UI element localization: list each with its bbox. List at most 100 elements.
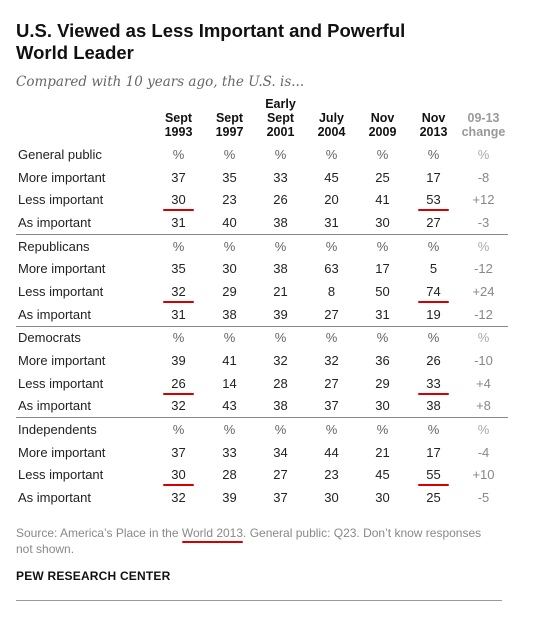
highlighted-value: 33 [417,375,450,395]
table-row: Less important 30 28 27 23 45 55 +10 [16,464,508,487]
percent-unit-cell: % [408,417,459,441]
brand-logo-text: PEW RESEARCH CENTER [16,569,171,583]
percent-unit-cell: % [153,233,204,258]
value-cell: 31 [324,214,339,230]
percent-unit-cell: % [204,325,255,350]
column-header-line: Sept [164,111,193,125]
column-header-line: 2013 [419,125,448,139]
change-cell: -8 [477,169,490,185]
bottom-divider [16,600,502,601]
value-cell: 37 [273,490,288,506]
percent-unit-cell: % [376,146,389,162]
column-header-line: 2001 [266,125,295,139]
change-cell: +12 [472,192,495,208]
source-text-before: Source: America’s Place in the [16,526,182,540]
value-cell: 30 [375,490,390,506]
value-cell: 41 [222,353,237,369]
value-cell: 30 [153,188,204,212]
change-cell: -3 [477,214,490,230]
highlighted-value: 26 [162,375,195,395]
table-row: Less important 26 14 28 27 29 33 +4 [16,372,508,395]
percent-unit-cell: % [204,417,255,441]
percent-unit-cell: % [153,325,204,350]
column-header-3: July 2004 [306,97,357,143]
value-cell: 31 [171,214,186,230]
value-cell: 32 [171,398,186,414]
value-cell: 53 [408,188,459,212]
change-cell: -5 [477,490,490,506]
change-cell: -10 [474,353,493,369]
value-cell: 21 [375,444,390,460]
column-header-line: 2009 [368,125,397,139]
percent-unit-cell: % [306,325,357,350]
value-cell: 45 [375,467,390,483]
table-row: More important 37 33 34 44 21 17 -4 [16,441,508,464]
table-row: As important 32 39 37 30 30 25 -5 [16,486,508,509]
value-cell: 34 [273,444,288,460]
header-row: Sept 1993 Sept 1997 Early Sept 2001 July 2004 … [16,97,508,143]
value-cell: 29 [375,375,390,391]
table-row: Less important 30 23 26 20 41 53 +12 [16,188,508,212]
change-cell: +24 [472,283,495,299]
value-cell: 28 [273,375,288,391]
value-cell: 55 [408,464,459,487]
value-cell: 23 [222,192,237,208]
value-cell: 37 [171,169,186,185]
value-cell: 21 [273,283,288,299]
value-cell: 30 [153,464,204,487]
value-cell: 43 [222,398,237,414]
group-row: Democrats%%%%%%% [16,325,508,350]
value-cell: 33 [222,444,237,460]
group-label: Republicans [16,233,153,258]
table-row: As important 31 38 39 27 31 19 -12 [16,303,508,326]
chart-frame: U.S. Viewed as Less Important and Powerf… [16,20,508,601]
value-cell: 23 [324,467,339,483]
value-cell: 37 [324,398,339,414]
change-cell: -12 [474,306,493,322]
table-row: As important 32 43 38 37 30 38 +8 [16,395,508,418]
table-row: More important 39 41 32 32 36 26 -10 [16,349,508,372]
value-cell: 30 [375,214,390,230]
source-note: Source: America’s Place in the World 201… [16,525,496,557]
value-cell: 29 [222,283,237,299]
row-label: Less important [18,283,104,299]
value-cell: 30 [222,261,237,277]
percent-unit-cell: % [204,233,255,258]
value-cell: 26 [273,192,288,208]
percent-unit-cell: % [459,417,508,441]
value-cell: 38 [426,398,441,414]
value-cell: 32 [324,353,339,369]
chart-title: U.S. Viewed as Less Important and Powerf… [16,20,406,63]
value-cell: 45 [324,169,339,185]
source-text-after: . General public: Q23. Don’t know respon… [16,526,482,556]
row-label: Less important [18,192,104,208]
value-cell: 32 [171,490,186,506]
percent-unit-cell: % [357,325,408,350]
row-label: As important [18,490,91,506]
value-cell: 38 [222,306,237,322]
percent-unit-cell: % [408,325,459,350]
value-cell: 26 [426,353,441,369]
value-cell: 27 [273,467,288,483]
row-label: As important [18,398,91,414]
column-header-line [306,97,357,111]
highlighted-value: 30 [162,192,195,212]
group-label: Democrats [16,325,153,350]
data-table: Sept 1993 Sept 1997 Early Sept 2001 July 2004 … [16,97,508,509]
chart-subtitle: Compared with 10 years ago, the U.S. is.… [16,74,305,90]
group-row: Republicans%%%%%%% [16,233,508,258]
value-cell: 27 [426,214,441,230]
column-header-2: Early Sept 2001 [255,97,306,143]
percent-unit-cell: % [427,146,440,162]
percent-unit-cell: % [172,146,185,162]
change-cell: +4 [476,375,491,391]
highlighted-value: 74 [417,283,450,303]
value-cell: 39 [273,306,288,322]
row-label: More important [18,261,106,277]
table-row: Less important 32 29 21 8 50 74 +24 [16,280,508,303]
row-label: More important [18,353,106,369]
column-header-line [357,97,408,111]
value-cell: 44 [324,444,339,460]
value-cell: 30 [324,490,339,506]
column-header-line: Sept [215,111,244,125]
